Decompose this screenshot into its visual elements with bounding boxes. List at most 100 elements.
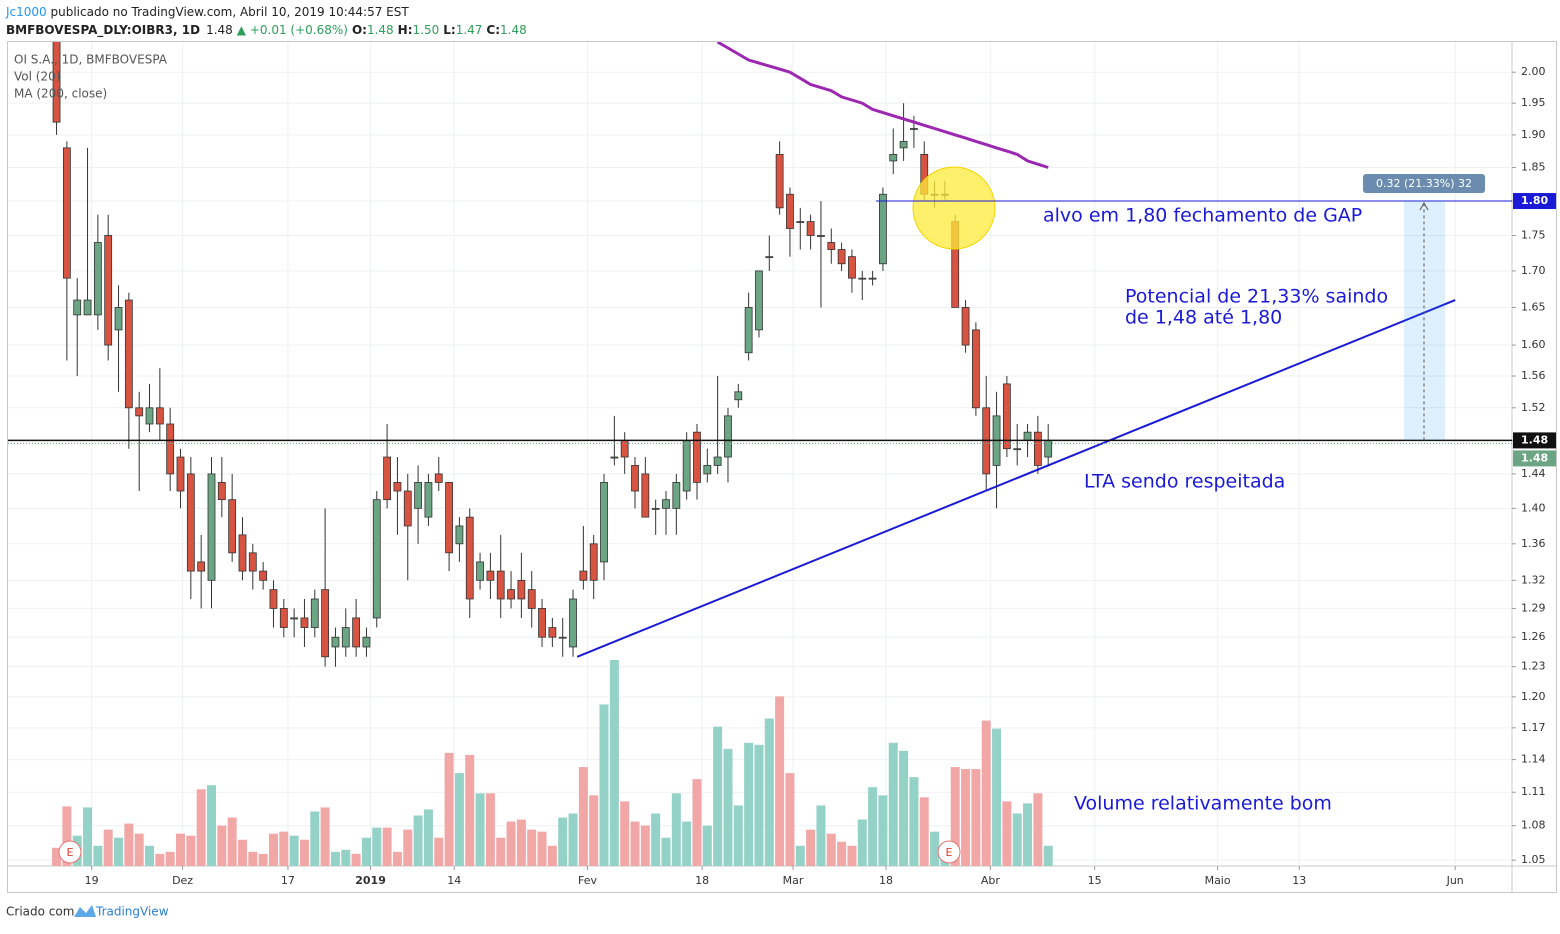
- volume-bar: [93, 845, 103, 866]
- earnings-label: E: [946, 846, 953, 859]
- volume-bar: [630, 821, 640, 866]
- volume-bar: [320, 807, 330, 866]
- volume-bar: [713, 726, 723, 866]
- volume-bar: [423, 809, 433, 866]
- volume-bar: [444, 752, 454, 866]
- volume-bar: [878, 795, 888, 866]
- candle-body: [703, 465, 712, 475]
- volume-bar: [206, 785, 216, 866]
- ohlc-label: O:: [352, 23, 367, 37]
- candle-body: [455, 525, 464, 545]
- measure-label-box: [1363, 174, 1485, 194]
- candle-body: [662, 499, 670, 509]
- candle-body: [228, 499, 237, 554]
- x-tick-label: 13: [1292, 874, 1306, 887]
- volume-bar: [537, 831, 547, 866]
- candle-body: [527, 589, 536, 609]
- volume-bar: [372, 827, 382, 866]
- volume-bar: [578, 767, 588, 866]
- author-link[interactable]: Jc1000: [5, 5, 47, 19]
- volume-bar: [124, 823, 134, 866]
- x-tick-label: 15: [1088, 874, 1102, 887]
- volume-bar: [816, 805, 826, 866]
- volume-bar: [289, 835, 299, 866]
- volume-bar: [837, 841, 847, 866]
- volume-bar: [165, 851, 175, 866]
- highlight-circle: [912, 166, 996, 250]
- candle-body: [124, 299, 133, 409]
- last-price: 1.48: [206, 23, 233, 37]
- volume-bar: [155, 853, 165, 866]
- symbol: BMFBOVESPA_DLY:OIBR3, 1D: [6, 23, 200, 38]
- volume-bar: [568, 813, 578, 866]
- support-price-label: 1.48: [1521, 433, 1548, 446]
- footer-brand[interactable]: TradingView: [95, 905, 169, 919]
- volume-bar: [403, 829, 413, 866]
- y-tick-label: 1.05: [1521, 853, 1546, 866]
- volume-bar: [620, 801, 630, 866]
- y-tick-label: 1.60: [1521, 338, 1546, 351]
- volume-bar: [826, 833, 836, 866]
- y-tick-label: 1.11: [1521, 785, 1546, 798]
- candle-body: [290, 617, 299, 620]
- trend-line: [576, 299, 1456, 658]
- volume-bar: [682, 821, 692, 866]
- candle-body: [858, 277, 867, 280]
- volume-bar: [744, 742, 754, 866]
- volume-bar: [589, 795, 599, 866]
- candle-body: [600, 482, 608, 563]
- y-tick-label: 1.14: [1521, 753, 1546, 766]
- candle-body: [569, 598, 577, 648]
- volume-bar: [145, 845, 155, 866]
- volume-bar: [609, 660, 619, 866]
- candle-body: [817, 235, 825, 237]
- footer-text: Criado com: [6, 905, 74, 919]
- y-tick-label: 1.40: [1521, 501, 1546, 514]
- measure-arrowhead: [1419, 202, 1429, 211]
- legend-indicator: MA (200, close): [14, 87, 107, 101]
- y-tick-label: 1.32: [1521, 573, 1546, 586]
- volume-bar: [186, 835, 196, 866]
- candle-body: [672, 482, 681, 509]
- volume-bar: [196, 789, 206, 866]
- support-price-box: [1513, 432, 1556, 449]
- candle-body: [424, 482, 433, 518]
- volume-bar: [847, 845, 857, 866]
- y-tick-label: 1.56: [1521, 369, 1546, 382]
- candle-body: [93, 242, 102, 316]
- y-tick-label: 1.52: [1521, 401, 1546, 414]
- volume-bar: [899, 750, 909, 866]
- volume-bar: [868, 787, 878, 866]
- candle-body: [693, 431, 701, 483]
- target-price-label: 1.80: [1521, 194, 1548, 207]
- y-tick-label: 1.36: [1521, 537, 1546, 550]
- ohlc-value: 1.48: [367, 23, 394, 37]
- volume-bar: [454, 773, 464, 866]
- candle-body: [744, 307, 753, 354]
- volume-bar: [857, 819, 867, 866]
- symbol-line: BMFBOVESPA_DLY:OIBR3, 1D 1.48 ▲ +0.01 (+0.…: [6, 23, 527, 38]
- candle-body: [889, 153, 898, 162]
- candle-body: [837, 249, 846, 265]
- volume-bar: [640, 825, 650, 866]
- x-tick-label: Jun: [1446, 874, 1464, 887]
- candle-body: [796, 221, 805, 223]
- volume-bar: [114, 837, 124, 866]
- annotation: Potencial de 21,33% saindo: [1125, 286, 1388, 308]
- candle-body: [248, 552, 257, 572]
- candle-body: [362, 636, 371, 648]
- volume-bar: [775, 696, 785, 866]
- annotation: alvo em 1,80 fechamento de GAP: [1043, 205, 1362, 227]
- y-tick-label: 1.29: [1521, 601, 1546, 614]
- candle-body: [1033, 431, 1042, 466]
- candle-body: [186, 473, 195, 572]
- volume-bar: [279, 831, 289, 866]
- volume-bar: [599, 704, 609, 866]
- volume-bar: [475, 793, 485, 866]
- candle-body: [331, 636, 340, 648]
- y-tick-label: 1.20: [1521, 690, 1546, 703]
- candle-body: [496, 570, 505, 600]
- legend-indicator: Vol (20): [14, 70, 60, 84]
- candle-body: [507, 589, 515, 600]
- candle-body: [848, 256, 856, 279]
